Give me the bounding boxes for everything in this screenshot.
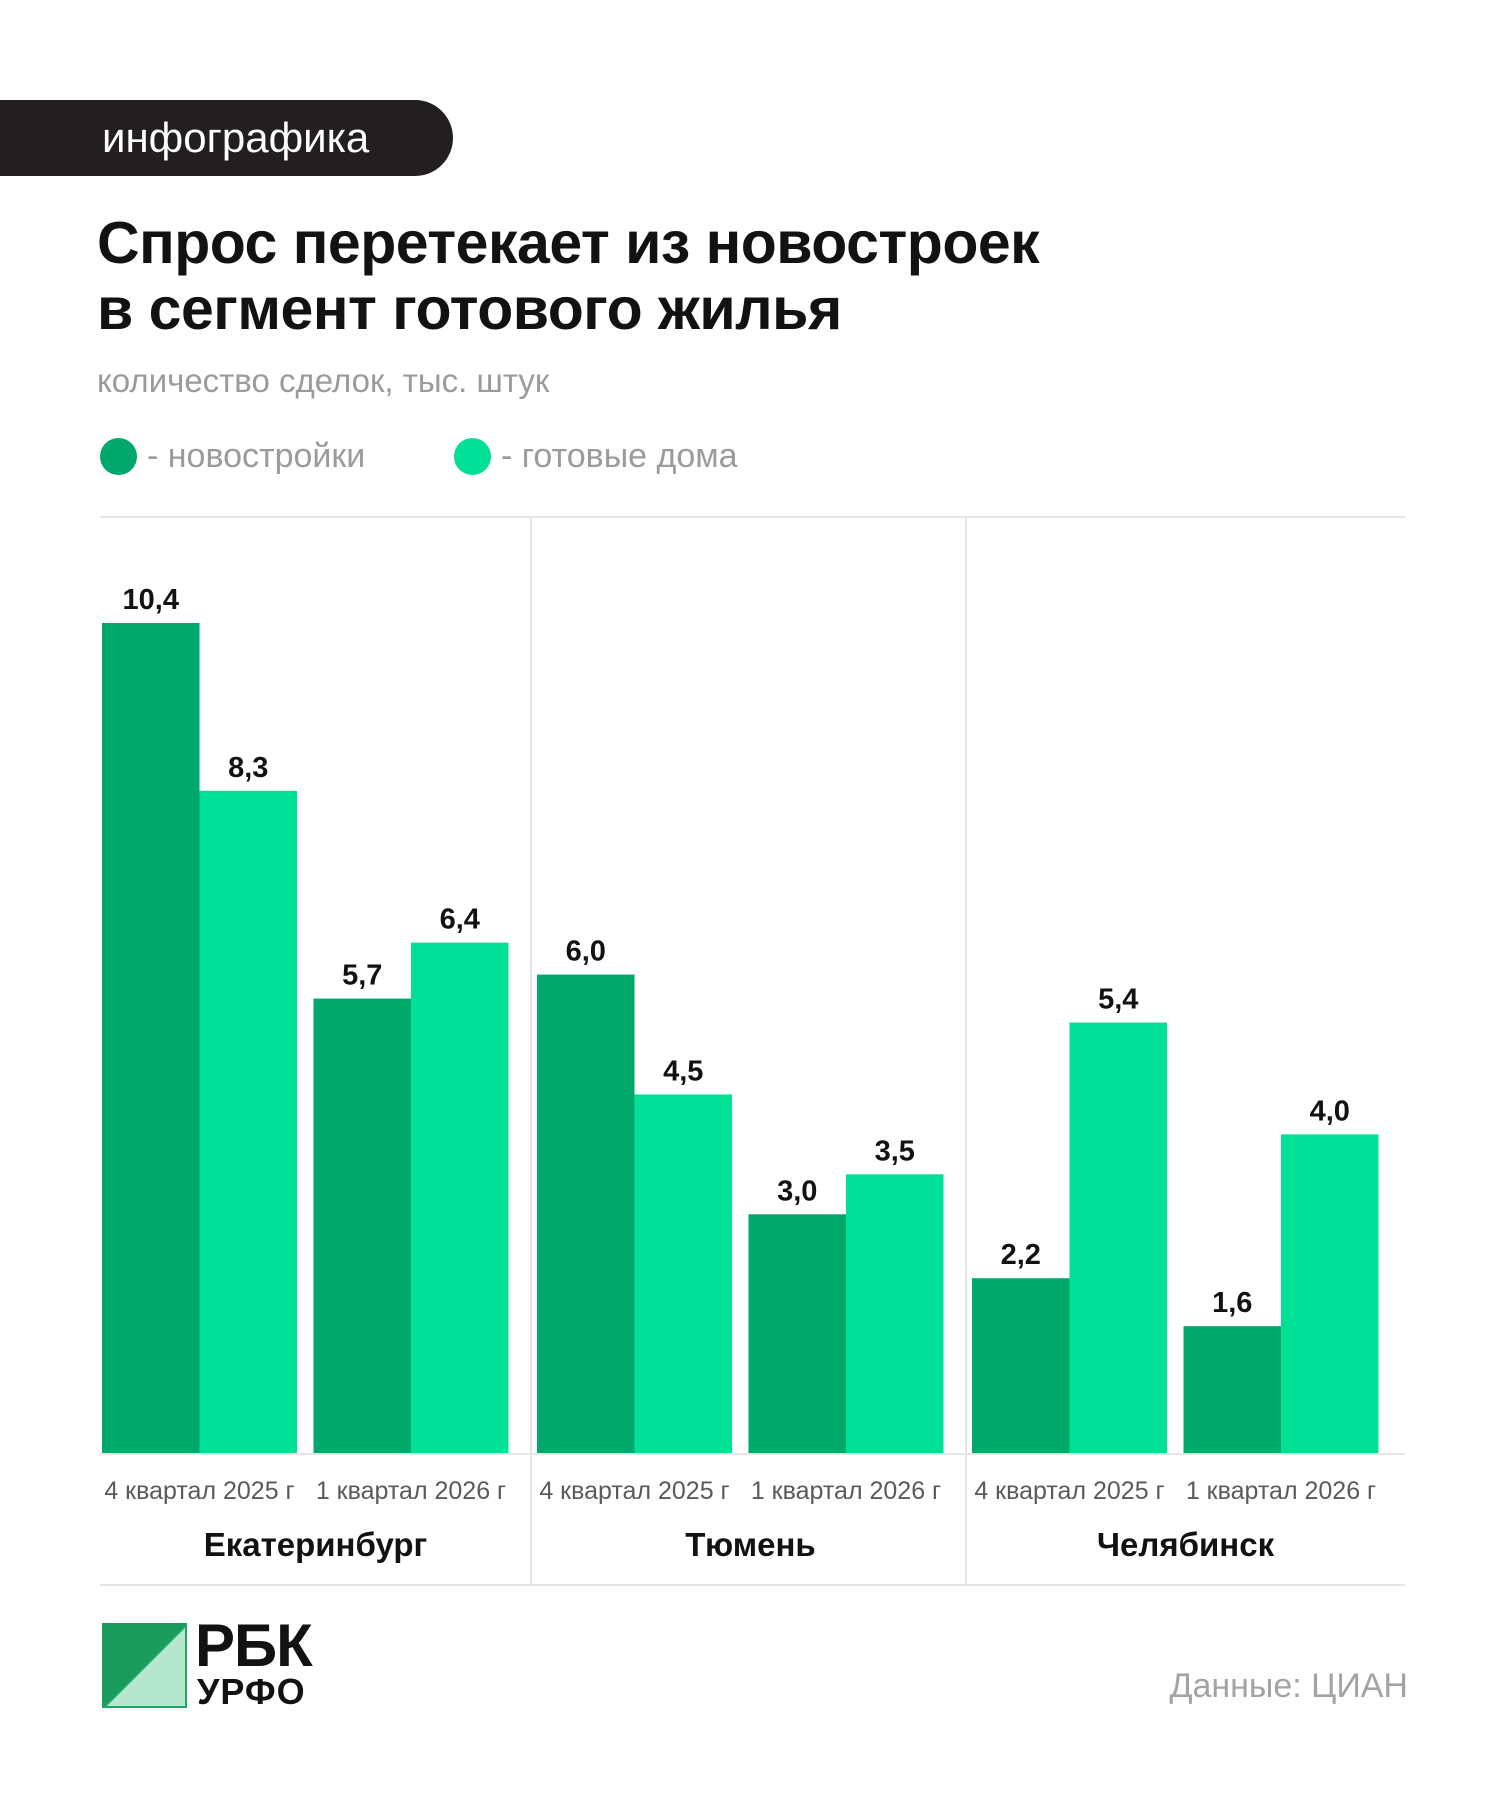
bar-value-label: 5,4 xyxy=(1098,984,1138,1016)
chart-subtitle: количество сделок, тыс. штук xyxy=(97,362,550,399)
bar xyxy=(313,998,411,1454)
legend-label-ready-homes: - готовые дома xyxy=(501,437,738,475)
bar xyxy=(411,942,509,1454)
bar-value-label: 6,0 xyxy=(566,936,606,968)
bar-value-label: 6,4 xyxy=(440,904,480,936)
rbc-urfo-logo: РБК УРФО xyxy=(102,1612,322,1712)
bar xyxy=(1281,1134,1379,1454)
bar xyxy=(634,1094,732,1454)
legend-item-new-buildings: - новостройки xyxy=(100,437,365,476)
legend-item-ready-homes: - готовые дома xyxy=(454,437,738,476)
logo-text-urfo: УРФО xyxy=(197,1671,306,1712)
period-tick-label: 4 квартал 2025 г xyxy=(974,1477,1164,1505)
bar-value-label: 4,0 xyxy=(1310,1095,1350,1127)
data-source: Данные: ЦИАН xyxy=(1169,1667,1408,1705)
bar xyxy=(748,1214,846,1454)
bar-value-label: 8,3 xyxy=(228,752,268,784)
city-label: Челябинск xyxy=(1097,1526,1275,1563)
city-label: Екатеринбург xyxy=(204,1526,428,1563)
bar xyxy=(102,623,200,1454)
infographic-tag: инфографика xyxy=(0,100,453,176)
bar-value-label: 5,7 xyxy=(342,960,382,992)
period-tick-label: 4 квартал 2025 г xyxy=(104,1477,294,1505)
period-tick-label: 1 квартал 2026 г xyxy=(1186,1477,1376,1505)
bar-value-label: 2,2 xyxy=(1001,1239,1041,1271)
city-label: Тюмень xyxy=(685,1526,815,1563)
bar-value-label: 10,4 xyxy=(123,584,179,616)
bar-value-label: 3,5 xyxy=(875,1135,915,1167)
bar xyxy=(846,1174,944,1454)
bar-value-label: 3,0 xyxy=(777,1175,817,1207)
bar xyxy=(972,1278,1070,1454)
title-line-2: в сегмент готового жилья xyxy=(97,276,842,342)
chart-title: Спрос перетекает из новостроек в сегмент… xyxy=(97,210,1397,342)
period-tick-label: 4 квартал 2025 г xyxy=(539,1477,729,1505)
bar xyxy=(1183,1326,1281,1454)
legend-swatch-ready-homes xyxy=(454,438,491,475)
bar xyxy=(1069,1022,1167,1454)
period-tick-label: 1 квартал 2026 г xyxy=(316,1477,506,1505)
bar-value-label: 4,5 xyxy=(663,1055,703,1087)
logo-text-rbc: РБК xyxy=(195,1612,313,1679)
legend-swatch-new-buildings xyxy=(100,438,137,475)
rbc-logo-icon xyxy=(102,1623,187,1708)
bar-value-label: 1,6 xyxy=(1212,1287,1252,1319)
period-tick-label: 1 квартал 2026 г xyxy=(751,1477,941,1505)
legend-label-new-buildings: - новостройки xyxy=(147,437,366,475)
bar xyxy=(199,790,297,1454)
bar xyxy=(537,974,635,1454)
title-line-1: Спрос перетекает из новостроек xyxy=(97,210,1040,276)
